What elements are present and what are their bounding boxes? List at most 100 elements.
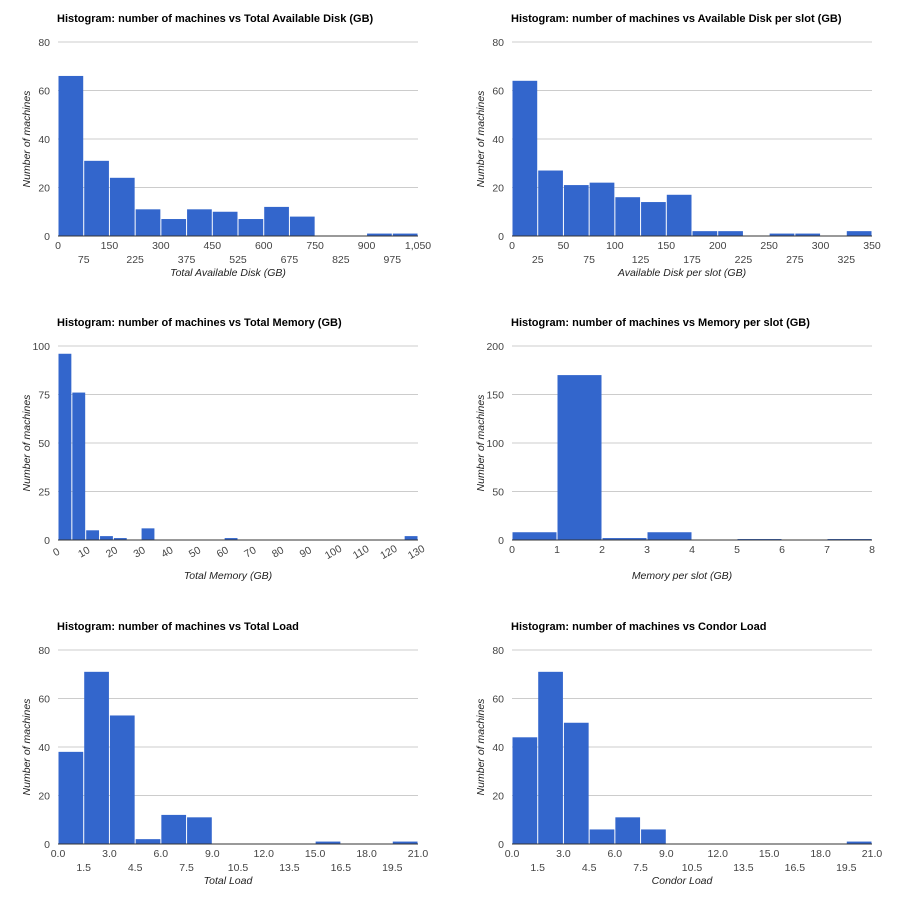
chart-svg: Histogram: number of machines vs Availab… bbox=[475, 13, 881, 279]
x-tick-label: 0 bbox=[51, 546, 62, 559]
y-tick-label: 80 bbox=[38, 645, 50, 657]
y-tick-label: 60 bbox=[38, 86, 50, 98]
histogram-bar bbox=[392, 233, 418, 236]
histogram-bar bbox=[666, 194, 692, 236]
x-axis-label: Memory per slot (GB) bbox=[632, 570, 732, 582]
histogram-bar bbox=[135, 839, 161, 844]
y-axis-label: Number of machines bbox=[21, 698, 33, 796]
histogram-bar bbox=[641, 202, 666, 236]
histogram-bar bbox=[58, 751, 84, 844]
histogram-bar bbox=[72, 392, 86, 540]
x-tick-label: 6.0 bbox=[608, 848, 623, 860]
histogram-bar bbox=[100, 536, 113, 540]
histogram-bar bbox=[224, 538, 238, 540]
x-tick-label: 9.0 bbox=[659, 848, 674, 860]
histogram-bar bbox=[846, 841, 872, 844]
x-tick-label-staggered: 675 bbox=[281, 254, 299, 266]
chart-svg: Histogram: number of machines vs Total L… bbox=[21, 621, 428, 887]
chart-svg: Histogram: number of machines vs Memory … bbox=[475, 317, 875, 582]
x-tick-label-staggered: 975 bbox=[384, 254, 402, 266]
x-tick-label: 90 bbox=[298, 544, 314, 560]
x-tick-label-staggered: 1.5 bbox=[530, 862, 545, 874]
x-tick-label: 110 bbox=[351, 543, 372, 562]
x-tick-label-staggered: 325 bbox=[838, 254, 856, 266]
x-tick-label-staggered: 175 bbox=[683, 254, 701, 266]
x-tick-label: 15.0 bbox=[305, 848, 326, 860]
x-tick-label: 3.0 bbox=[556, 848, 571, 860]
y-tick-label: 60 bbox=[492, 86, 504, 98]
x-tick-label: 6 bbox=[779, 544, 785, 556]
y-tick-label: 25 bbox=[38, 487, 50, 499]
y-tick-label: 0 bbox=[498, 535, 504, 547]
x-tick-label: 9.0 bbox=[205, 848, 220, 860]
histogram-total-load: Histogram: number of machines vs Total L… bbox=[0, 608, 440, 898]
histogram-bar bbox=[212, 211, 238, 236]
chart-svg: Histogram: number of machines vs Condor … bbox=[475, 621, 883, 887]
x-tick-label: 21.0 bbox=[862, 848, 883, 860]
histogram-bar bbox=[109, 715, 135, 844]
x-tick-label: 20 bbox=[104, 544, 120, 560]
y-axis-label: Number of machines bbox=[475, 394, 487, 492]
y-tick-label: 40 bbox=[38, 742, 50, 754]
y-tick-label: 100 bbox=[32, 341, 50, 353]
x-tick-label: 750 bbox=[306, 240, 324, 252]
histogram-bar bbox=[187, 209, 212, 236]
chart-svg: Histogram: number of machines vs Total M… bbox=[21, 317, 427, 582]
x-tick-label: 8 bbox=[869, 544, 875, 556]
histogram-bar bbox=[795, 233, 821, 236]
x-tick-label: 18.0 bbox=[356, 848, 377, 860]
chart-title: Histogram: number of machines vs Availab… bbox=[511, 13, 842, 25]
x-axis-label: Total Memory (GB) bbox=[184, 570, 272, 582]
x-tick-label: 60 bbox=[215, 544, 231, 560]
y-tick-label: 20 bbox=[492, 183, 504, 195]
y-tick-label: 20 bbox=[492, 791, 504, 803]
histogram-bar bbox=[289, 216, 315, 236]
histogram-bar bbox=[161, 219, 187, 236]
histogram-bar bbox=[512, 80, 538, 236]
y-tick-label: 60 bbox=[492, 694, 504, 706]
x-tick-label-staggered: 4.5 bbox=[582, 862, 597, 874]
x-tick-label: 2 bbox=[599, 544, 605, 556]
x-tick-label: 80 bbox=[270, 544, 286, 560]
x-tick-label-staggered: 19.5 bbox=[836, 862, 857, 874]
x-tick-label: 150 bbox=[101, 240, 119, 252]
x-tick-label-staggered: 19.5 bbox=[382, 862, 403, 874]
x-tick-label: 120 bbox=[378, 543, 399, 562]
histogram-bar bbox=[538, 671, 563, 844]
x-tick-label-staggered: 125 bbox=[632, 254, 650, 266]
x-tick-label: 150 bbox=[658, 240, 676, 252]
x-tick-label: 18.0 bbox=[810, 848, 831, 860]
y-tick-label: 50 bbox=[492, 487, 504, 499]
histogram-bar bbox=[58, 353, 72, 540]
x-axis-label: Total Load bbox=[204, 875, 254, 887]
histogram-bar bbox=[557, 375, 602, 540]
x-tick-label-staggered: 16.5 bbox=[331, 862, 352, 874]
x-tick-label-staggered: 225 bbox=[735, 254, 753, 266]
histogram-bar bbox=[538, 170, 563, 236]
x-tick-label-staggered: 25 bbox=[532, 254, 544, 266]
x-axis-label: Condor Load bbox=[652, 875, 714, 887]
x-tick-label: 6.0 bbox=[154, 848, 169, 860]
histogram-bar bbox=[512, 737, 538, 844]
x-tick-label: 12.0 bbox=[707, 848, 728, 860]
x-axis-label: Available Disk per slot (GB) bbox=[617, 267, 746, 279]
chart-svg: Histogram: number of machines vs Total A… bbox=[21, 13, 431, 279]
x-tick-label-staggered: 13.5 bbox=[733, 862, 754, 874]
y-tick-label: 80 bbox=[38, 37, 50, 49]
histogram-bar bbox=[135, 209, 161, 236]
x-tick-label: 900 bbox=[358, 240, 376, 252]
x-tick-label-staggered: 7.5 bbox=[633, 862, 648, 874]
x-tick-label: 130 bbox=[406, 543, 427, 562]
histogram-bar bbox=[367, 233, 392, 236]
histogram-bar bbox=[141, 528, 155, 540]
x-tick-label: 0.0 bbox=[51, 848, 66, 860]
x-tick-label: 0 bbox=[55, 240, 61, 252]
y-tick-label: 150 bbox=[486, 390, 504, 402]
x-tick-label: 350 bbox=[863, 240, 881, 252]
x-tick-label: 40 bbox=[159, 544, 175, 560]
histogram-bar bbox=[86, 530, 100, 540]
chart-title: Histogram: number of machines vs Total M… bbox=[57, 317, 342, 329]
histogram-memory-per-slot: Histogram: number of machines vs Memory … bbox=[454, 304, 894, 594]
y-tick-label: 0 bbox=[44, 231, 50, 243]
x-tick-label: 1 bbox=[554, 544, 560, 556]
